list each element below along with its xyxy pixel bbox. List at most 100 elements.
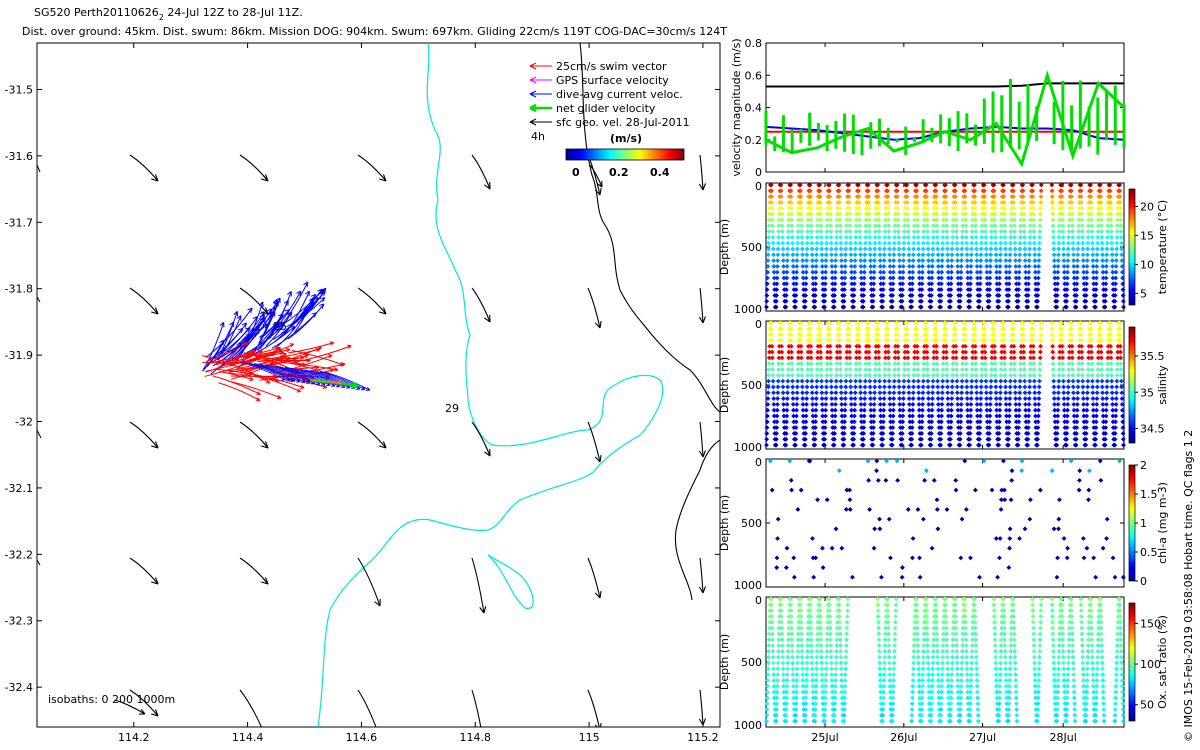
panel-colorbar — [1128, 602, 1136, 722]
legend-label: sfc geo. vel. 28-Jul-2011 — [556, 116, 690, 129]
panel-colorbar — [1128, 326, 1136, 444]
colorbar-tick-label: 20 — [1140, 200, 1154, 213]
isobath-200m — [317, 43, 664, 727]
panel-ytick-label: 0 — [755, 456, 762, 469]
colorbar-tick-1: 0.2 — [609, 166, 629, 179]
geo-arrow — [357, 557, 381, 607]
geo-arrow — [357, 421, 387, 449]
legend-item: dive-avg current veloc. — [529, 88, 683, 101]
panel-ylabel: Depth (m) — [718, 357, 731, 413]
current-vector — [275, 281, 309, 333]
map-ytick-label: -31.6 — [5, 150, 33, 163]
swim-vector — [245, 372, 305, 390]
map-xtick-label: 114.2 — [118, 731, 150, 744]
profile-panels: velocity magnitude (m/s) 0 0.2 0.4 0.6 0.8 Dep… — [718, 37, 1169, 744]
swim-vector — [253, 374, 301, 393]
map-ytick-label: -32.3 — [5, 615, 33, 628]
panel-ytick-label: 0.8 — [745, 37, 763, 50]
net-velocity-vector — [311, 380, 343, 386]
colorbar-tick-label: 100 — [1140, 658, 1161, 671]
profile-dots — [764, 596, 1126, 724]
geo-arrow — [357, 689, 377, 727]
geo-arrow — [239, 557, 269, 585]
panel-ylabel: Depth (m) — [718, 634, 731, 690]
current-vector — [243, 314, 266, 341]
swim-vector — [206, 342, 249, 362]
panel-ytick-label: 0.2 — [745, 134, 763, 147]
map-ytick-label: -32.2 — [5, 548, 33, 561]
current-vector — [324, 371, 371, 391]
colorbar-tick-0: 0 — [572, 166, 580, 179]
colorbar-label: chl-a (mg m-3) — [1156, 482, 1169, 564]
colorbar-title: (m/s) — [610, 132, 642, 145]
colorbar-tick-label: 34.5 — [1140, 423, 1165, 436]
annotation-25: 25 — [273, 320, 287, 333]
panel-0: velocity magnitude (m/s) 0 0.2 0.4 0.6 0.8 — [730, 37, 1126, 179]
current-vector — [264, 364, 311, 384]
panel-ytick-label: 500 — [741, 241, 762, 254]
geo-arrow — [587, 287, 602, 329]
colorbar-tick-label: 0.5 — [1140, 546, 1158, 559]
geo-arrow — [239, 689, 263, 727]
map-ytick-label: -32.4 — [5, 681, 33, 694]
legend-label: GPS surface velocity — [556, 74, 669, 87]
panel-colorbar — [1128, 188, 1136, 306]
swim-vector — [229, 363, 271, 384]
current-vector — [205, 307, 253, 358]
geo-arrow — [129, 154, 159, 182]
colorbar-tick-label: 1.5 — [1140, 488, 1158, 501]
geo-arrow — [698, 421, 707, 458]
panel-ytick-label: 1000 — [734, 719, 762, 732]
map-xtick-label: 114.4 — [232, 731, 264, 744]
colorbar-tick-label: 10 — [1140, 258, 1154, 271]
isobath-1000m-c — [37, 429, 42, 439]
net-velocity-spikes — [764, 79, 1126, 156]
panel-ytick-label: 1000 — [734, 303, 762, 316]
swim-vector — [265, 353, 309, 367]
geo-arrow — [357, 154, 387, 182]
map-ytick-label: -31.8 — [5, 283, 33, 296]
current-vector — [269, 290, 292, 340]
geo-arrow — [587, 689, 602, 727]
geo-arrow — [357, 287, 387, 315]
geo-arrow — [471, 154, 491, 190]
swim-vector — [215, 350, 257, 366]
colorbar-tick-label: 5 — [1140, 287, 1147, 300]
isobath-1000m — [37, 164, 41, 173]
swim-vector — [291, 349, 345, 367]
panel-ytick-label: 0 — [755, 180, 762, 193]
panel-ytick-label: 500 — [741, 656, 762, 669]
current-vector — [260, 297, 281, 339]
colorbar-tick-label: 150 — [1140, 617, 1161, 630]
colorbar-tick-label: 50 — [1140, 699, 1154, 712]
title-line-1: SG520 Perth201106262 24-Jul 12Z to 28-Ju… — [34, 6, 303, 22]
glider-track-vectors — [201, 281, 371, 402]
panel-ytick-label: 0.4 — [745, 102, 763, 115]
panel-ylabel: velocity magnitude (m/s) — [730, 38, 743, 176]
current-vector — [241, 301, 264, 353]
geo-arrow — [129, 287, 159, 315]
map-ytick-label: -32 — [15, 416, 33, 429]
legend-label: dive-avg current veloc. — [556, 88, 683, 101]
panel-ytick-label: 500 — [741, 517, 762, 530]
title-line-2: Dist. over ground: 45km. Dist. swum: 86k… — [22, 25, 727, 38]
map-frame — [36, 42, 721, 728]
colorbar-tick-label: 0 — [1140, 575, 1147, 588]
geo-arrow — [129, 421, 159, 449]
geo-arrow — [698, 287, 707, 324]
legend-item: GPS surface velocity — [529, 74, 669, 87]
panel-ytick-label: 0.6 — [745, 69, 763, 82]
geo-arrow — [589, 164, 603, 188]
panel-3: Depth (m) 0 500 1000 0 0.5 1 1.5 2 chl-a (mg m-3) — [718, 456, 1169, 592]
geo-arrow — [129, 689, 159, 717]
panel-xtick-label: 27Jul — [969, 731, 996, 744]
swim-vector — [218, 382, 261, 402]
map-x-axis: 114.2 114.4 114.6 114.8 115 115.2 — [118, 43, 719, 744]
map-ytick-label: -31.9 — [5, 349, 33, 362]
imos-credit: © IMOS 15-Feb-2019 03:58:08 Hobart time.… — [1182, 430, 1195, 742]
isobath-200m-b — [487, 554, 534, 609]
panel-ytick-label: 500 — [741, 379, 762, 392]
geo-arrow — [114, 699, 146, 715]
panel-ylabel: Depth (m) — [718, 219, 731, 275]
